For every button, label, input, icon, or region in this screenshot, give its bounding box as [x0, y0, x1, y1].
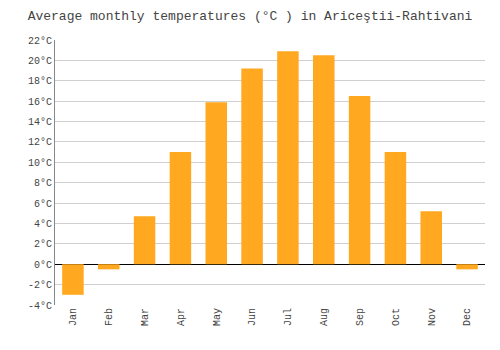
svg-text:Dec: Dec — [462, 308, 473, 326]
svg-text:Jan: Jan — [68, 308, 79, 326]
svg-text:8°C: 8°C — [34, 178, 52, 189]
svg-text:Average monthly temperatures (: Average monthly temperatures (°C ) in Ar… — [28, 9, 473, 24]
svg-text:Sep: Sep — [355, 308, 366, 326]
svg-text:4°C: 4°C — [34, 219, 52, 230]
svg-text:18°C: 18°C — [28, 76, 52, 87]
svg-text:Apr: Apr — [176, 308, 187, 326]
svg-text:Nov: Nov — [427, 308, 438, 326]
svg-text:2°C: 2°C — [34, 239, 52, 250]
svg-text:Jun: Jun — [247, 308, 258, 326]
svg-text:Feb: Feb — [104, 308, 115, 326]
svg-text:0°C: 0°C — [34, 260, 52, 271]
svg-text:22°C: 22°C — [28, 36, 52, 47]
svg-text:-2°C: -2°C — [28, 280, 52, 291]
svg-text:12°C: 12°C — [28, 137, 52, 148]
svg-text:20°C: 20°C — [28, 56, 52, 67]
svg-text:6°C: 6°C — [34, 199, 52, 210]
svg-text:Mar: Mar — [140, 308, 151, 326]
svg-text:Jul: Jul — [283, 308, 294, 326]
svg-text:10°C: 10°C — [28, 158, 52, 169]
svg-text:May: May — [212, 308, 223, 326]
svg-text:14°C: 14°C — [28, 117, 52, 128]
svg-text:Aug: Aug — [319, 308, 330, 326]
svg-text:Oct: Oct — [391, 308, 402, 326]
svg-text:-4°C: -4°C — [28, 301, 52, 312]
svg-text:16°C: 16°C — [28, 97, 52, 108]
